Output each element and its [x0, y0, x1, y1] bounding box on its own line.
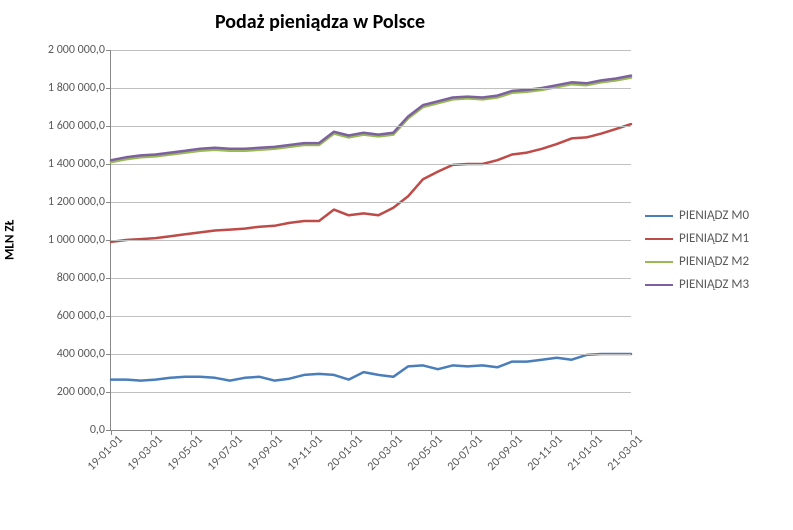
y-tick-label: 1 600 000,0 [48, 119, 111, 133]
legend-swatch [645, 261, 673, 263]
gridline [111, 278, 631, 279]
y-tick-label: 1 200 000,0 [48, 195, 111, 209]
gridline [111, 316, 631, 317]
legend-swatch [645, 238, 673, 240]
gridline [111, 392, 631, 393]
legend-item: PIENIĄDZ M1 [645, 231, 749, 246]
legend-label: PIENIĄDZ M1 [679, 231, 749, 246]
y-tick-label: 1 000 000,0 [48, 233, 111, 247]
y-tick-label: 2 000 000,0 [48, 43, 111, 57]
chart-title: Podaż pieniądza w Polsce [0, 10, 640, 34]
chart-container: Podaż pieniądza w Polsce MLN ZŁ 0,0200 0… [0, 0, 793, 530]
legend-item: PIENIĄDZ M3 [645, 277, 749, 292]
y-axis-label: MLN ZŁ [3, 220, 18, 260]
legend: PIENIĄDZ M0 PIENIĄDZ M1 PIENIĄDZ M2 PIENIĄD… [645, 200, 749, 300]
legend-swatch [645, 284, 673, 286]
plot-area: 0,0200 000,0400 000,0600 000,0800 000,01… [110, 50, 631, 431]
gridline [111, 88, 631, 89]
y-tick-label: 200 000,0 [57, 385, 111, 399]
gridline [111, 240, 631, 241]
gridline [111, 164, 631, 165]
y-tick-label: 1 800 000,0 [48, 81, 111, 95]
legend-label: PIENIĄDZ M3 [679, 277, 749, 292]
y-tick-label: 400 000,0 [57, 347, 111, 361]
legend-swatch [645, 215, 673, 217]
gridline [111, 50, 631, 51]
gridline [111, 202, 631, 203]
series-line [111, 124, 631, 242]
y-tick-label: 800 000,0 [57, 271, 111, 285]
legend-item: PIENIĄDZ M0 [645, 208, 749, 223]
legend-label: PIENIĄDZ M2 [679, 254, 749, 269]
y-tick-label: 1 400 000,0 [48, 157, 111, 171]
gridline [111, 126, 631, 127]
legend-item: PIENIĄDZ M2 [645, 254, 749, 269]
gridline [111, 354, 631, 355]
series-line [111, 354, 631, 381]
legend-label: PIENIĄDZ M0 [679, 208, 749, 223]
y-tick-label: 600 000,0 [57, 309, 111, 323]
